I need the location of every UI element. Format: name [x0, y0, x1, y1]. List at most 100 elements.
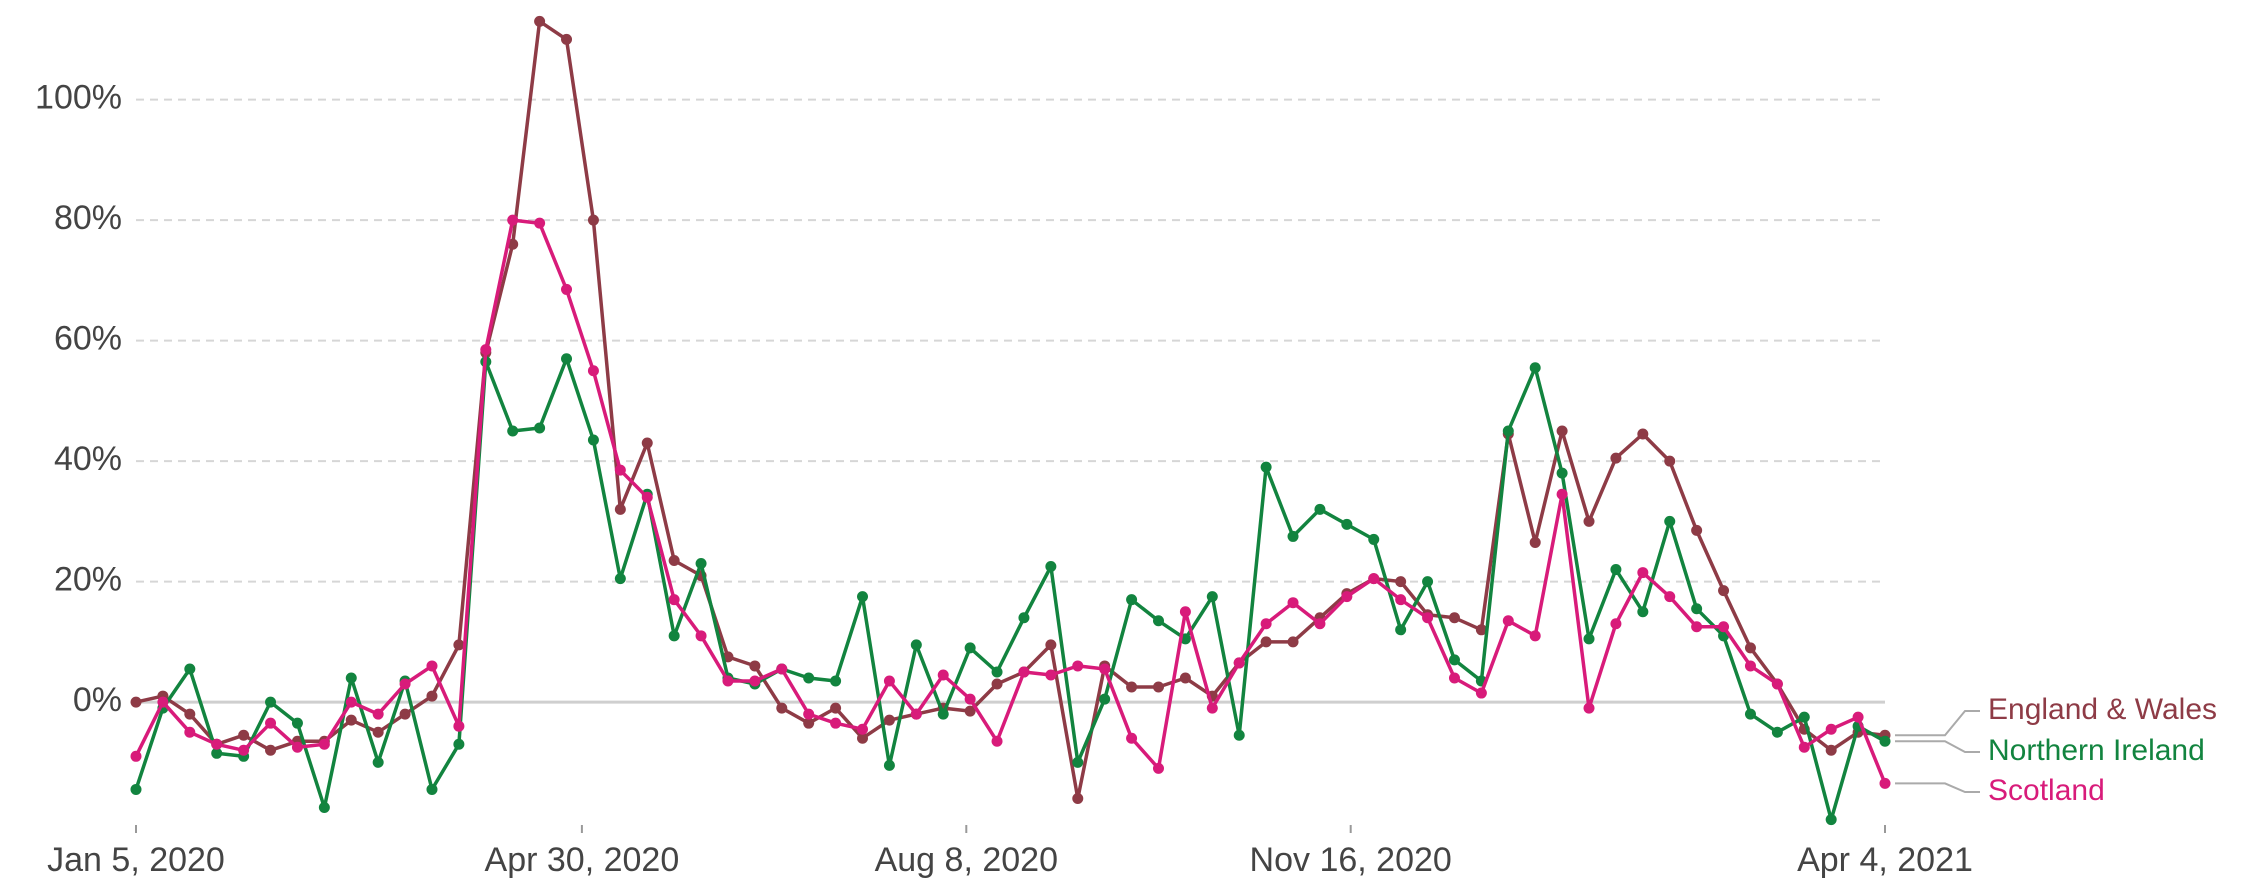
data-point [722, 675, 734, 687]
data-point [668, 555, 680, 567]
legend-label: England & Wales [1988, 693, 2217, 726]
data-point [668, 594, 680, 606]
data-point [1206, 702, 1218, 714]
x-tick-label: Apr 4, 2021 [1797, 841, 1973, 879]
data-point [1529, 536, 1541, 548]
data-point [1825, 723, 1837, 735]
data-point [1099, 693, 1111, 705]
data-point [1637, 606, 1649, 618]
data-point [1368, 533, 1380, 545]
data-point [1718, 585, 1730, 597]
data-point [1099, 663, 1111, 675]
data-point [184, 726, 196, 738]
data-point [1395, 624, 1407, 636]
data-point [426, 783, 438, 795]
data-point [587, 434, 599, 446]
data-point [1556, 467, 1568, 479]
y-tick-label: 20% [54, 561, 122, 599]
data-point [749, 675, 761, 687]
data-point [345, 696, 357, 708]
data-point [1045, 561, 1057, 573]
data-point [130, 750, 142, 762]
series [130, 15, 1891, 804]
data-point [1045, 639, 1057, 651]
y-tick-label: 0% [73, 681, 122, 719]
data-point [991, 735, 1003, 747]
data-point [830, 702, 842, 714]
data-point [1179, 672, 1191, 684]
data-point [964, 693, 976, 705]
data-point [399, 708, 411, 720]
data-point [291, 741, 303, 753]
data-point [130, 783, 142, 795]
data-point [399, 678, 411, 690]
data-point [803, 708, 815, 720]
data-point [1825, 744, 1837, 756]
data-point [695, 630, 707, 642]
data-point [184, 663, 196, 675]
data-point [1126, 732, 1138, 744]
series [130, 214, 1891, 789]
data-point [291, 717, 303, 729]
data-point [561, 283, 573, 295]
data-point [1475, 687, 1487, 699]
data-point [1422, 576, 1434, 588]
data-point [1583, 702, 1595, 714]
legend-connector [1895, 710, 1980, 737]
data-point [910, 639, 922, 651]
data-point [265, 717, 277, 729]
data-point [668, 630, 680, 642]
data-point [1852, 711, 1864, 723]
data-point [937, 669, 949, 681]
data-point [614, 464, 626, 476]
data-point [1691, 603, 1703, 615]
data-point [345, 714, 357, 726]
data-point [614, 573, 626, 585]
data-point [883, 714, 895, 726]
data-point [1422, 612, 1434, 624]
data-point [1287, 597, 1299, 609]
data-point [910, 708, 922, 720]
series-line [134, 356, 1886, 822]
data-point [1556, 425, 1568, 437]
data-point [964, 705, 976, 717]
y-tick-label: 80% [54, 199, 122, 237]
data-point [507, 214, 519, 226]
series-line [135, 19, 1886, 801]
data-point [1314, 618, 1326, 630]
data-point [1179, 606, 1191, 618]
data-point [372, 726, 384, 738]
data-point [1744, 642, 1756, 654]
legend-connector [1895, 782, 1980, 793]
data-point [453, 720, 465, 732]
data-point [1260, 636, 1272, 648]
data-point [883, 675, 895, 687]
data-point [1610, 564, 1622, 576]
x-tick-label: Aug 8, 2020 [875, 841, 1058, 879]
data-point [507, 425, 519, 437]
data-point [1610, 452, 1622, 464]
data-point [1583, 515, 1595, 527]
data-point [1045, 669, 1057, 681]
data-point [211, 747, 223, 759]
data-point [1718, 621, 1730, 633]
data-point [372, 756, 384, 768]
data-point [1152, 681, 1164, 693]
data-point [1691, 524, 1703, 536]
data-point [1206, 591, 1218, 603]
data-point [1018, 666, 1030, 678]
data-point [238, 729, 250, 741]
data-point [534, 15, 546, 27]
data-point [561, 353, 573, 365]
legend-label: Scotland [1988, 774, 2105, 807]
data-point [1072, 660, 1084, 672]
data-point [1664, 591, 1676, 603]
data-point [534, 422, 546, 434]
data-point [1260, 461, 1272, 473]
data-point [453, 738, 465, 750]
data-point [776, 702, 788, 714]
data-point [157, 696, 169, 708]
data-point [857, 732, 869, 744]
data-point [1664, 455, 1676, 467]
